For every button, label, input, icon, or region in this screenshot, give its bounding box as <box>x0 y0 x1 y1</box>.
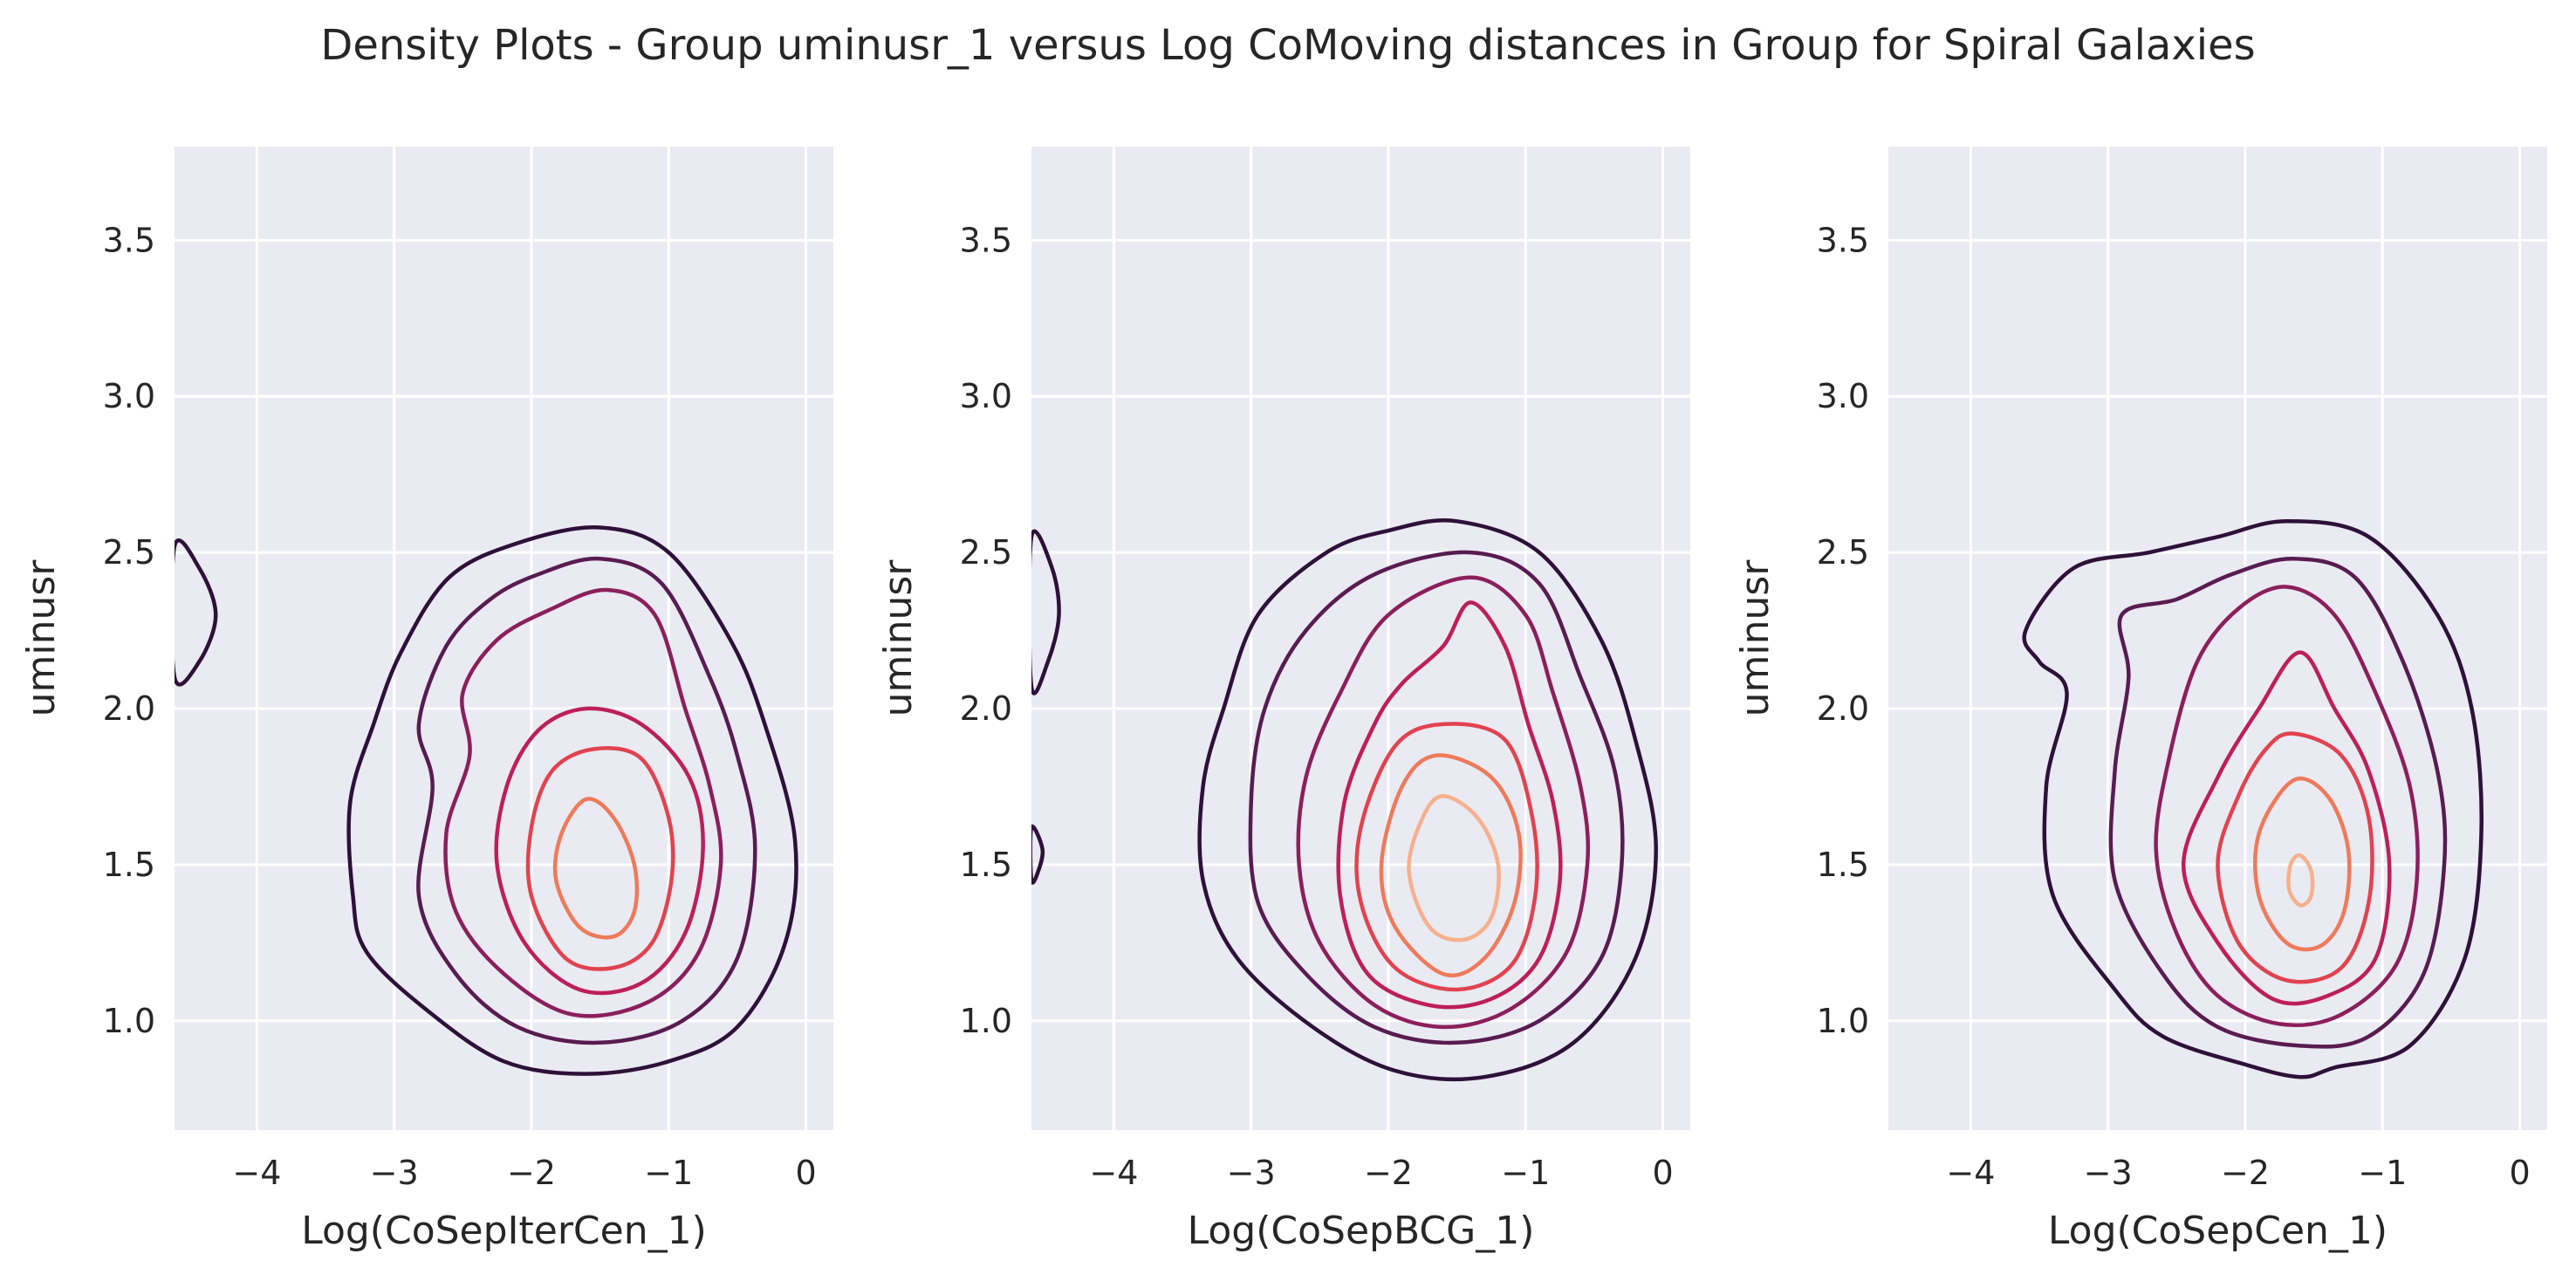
contour-level-1 <box>2108 557 2448 1049</box>
contour-level-0 <box>175 538 218 687</box>
y-tick-label: 3.0 <box>1817 377 1869 415</box>
contour-group <box>2022 519 2484 1079</box>
plot-area <box>1031 147 1690 1130</box>
y-tick-label: 1.5 <box>960 846 1012 884</box>
contour-level-5 <box>2252 776 2352 952</box>
contour-level-3 <box>1336 600 1563 1010</box>
contour-level-0 <box>1031 824 1045 885</box>
contour-group <box>1031 518 1658 1082</box>
plot-area <box>175 147 833 1130</box>
contour-level-2 <box>443 587 723 1018</box>
y-tick-label: 2.5 <box>103 533 155 572</box>
y-axis-label: uminusr <box>876 559 921 717</box>
x-tick-label: −2 <box>1364 1154 1413 1192</box>
y-tick-label: 3.5 <box>1817 221 1869 259</box>
y-tick-label: 3.5 <box>103 221 155 259</box>
y-tick-label: 2.0 <box>103 689 155 728</box>
contour-level-3 <box>494 706 705 996</box>
y-tick-label: 2.5 <box>1817 533 1869 572</box>
x-tick-label: −3 <box>1227 1154 1276 1192</box>
x-tick-label: −3 <box>2084 1154 2133 1192</box>
x-tick-label: −2 <box>2221 1154 2270 1192</box>
x-tick-label: −4 <box>1946 1154 1995 1192</box>
contour-level-1 <box>416 556 757 1045</box>
y-axis-label: uminusr <box>19 559 64 717</box>
x-tick-label: −1 <box>2358 1154 2407 1192</box>
figure-title: Density Plots - Group uminusr_1 versus L… <box>320 21 2255 70</box>
x-tick-label: −1 <box>644 1154 693 1192</box>
contour-level-5 <box>552 797 640 940</box>
x-tick-label: 0 <box>795 1154 816 1192</box>
x-tick-label: −4 <box>232 1154 281 1192</box>
y-tick-label: 2.0 <box>1817 689 1869 728</box>
y-tick-label: 1.5 <box>103 846 155 884</box>
density-panel-2: −4 −3 −2 −1 0 1.0 1.5 2.0 2.5 3.0 3.5 Log(CoSepBCG_… <box>876 147 1690 1253</box>
y-tick-label: 2.5 <box>960 533 1012 572</box>
x-tick-label: 0 <box>1652 1154 1673 1192</box>
y-axis-label: uminusr <box>1733 559 1778 717</box>
y-tick-label: 3.0 <box>960 377 1012 415</box>
contour-level-6 <box>1407 793 1501 942</box>
contour-level-2 <box>2154 585 2420 1028</box>
y-tick-label: 2.0 <box>960 689 1012 728</box>
contour-level-2 <box>1296 575 1591 1030</box>
panels: −4 −3 −2 −1 0 1.0 1.5 2.0 2.5 3.0 3.5 Log(CoSepIter… <box>19 147 2547 1253</box>
y-tick-label: 3.5 <box>960 221 1012 259</box>
x-axis-label: Log(CoSepBCG_1) <box>1188 1209 1535 1253</box>
contour-level-0 <box>2022 519 2484 1079</box>
x-tick-label: 0 <box>2509 1154 2530 1192</box>
density-panel-1: −4 −3 −2 −1 0 1.0 1.5 2.0 2.5 3.0 3.5 Log(CoSepIter… <box>19 147 833 1253</box>
x-tick-label: −4 <box>1089 1154 1138 1192</box>
x-axis-label: Log(CoSepCen_1) <box>2048 1209 2388 1253</box>
contour-level-3 <box>2181 650 2392 1006</box>
density-panel-3: −4 −3 −2 −1 0 1.0 1.5 2.0 2.5 3.0 3.5 Log(CoSepCen_… <box>1733 147 2547 1253</box>
contour-level-5 <box>1379 753 1523 978</box>
y-tick-label: 1.0 <box>960 1002 1012 1040</box>
contour-level-0 <box>1197 518 1658 1082</box>
x-tick-label: −2 <box>507 1154 556 1192</box>
y-tick-label: 3.0 <box>103 377 155 415</box>
y-tick-label: 1.0 <box>1817 1002 1869 1040</box>
x-tick-label: −1 <box>1501 1154 1550 1192</box>
y-tick-label: 1.5 <box>1817 846 1869 884</box>
contour-level-1 <box>1248 550 1625 1045</box>
y-tick-label: 1.0 <box>103 1002 155 1040</box>
contour-level-4 <box>2216 731 2374 984</box>
contour-level-0 <box>1031 529 1061 695</box>
plot-area <box>1888 147 2547 1130</box>
contour-level-6 <box>2286 853 2315 908</box>
x-axis-label: Log(CoSepIterCen_1) <box>301 1209 707 1253</box>
contour-group <box>175 525 798 1076</box>
contour-level-0 <box>346 525 798 1076</box>
contour-level-4 <box>1354 722 1539 992</box>
x-tick-label: −3 <box>370 1154 419 1192</box>
contour-level-4 <box>525 746 675 971</box>
